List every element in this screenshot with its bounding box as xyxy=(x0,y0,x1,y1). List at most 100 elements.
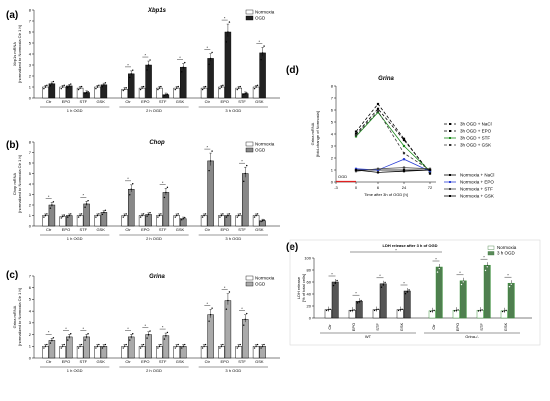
category-label: Ctr xyxy=(125,227,131,232)
data-point xyxy=(208,63,210,66)
data-point xyxy=(238,214,240,217)
data-point xyxy=(139,347,142,349)
data-point xyxy=(479,309,481,312)
significance-star: * xyxy=(83,326,85,331)
data-point xyxy=(104,209,107,212)
bar-3-h-ogd-grina-gsk xyxy=(507,282,515,319)
data-point xyxy=(129,76,131,79)
data-point xyxy=(95,87,97,90)
line-series-normoxia-stf xyxy=(355,167,431,172)
data-point xyxy=(222,84,224,87)
category-label: STF xyxy=(238,99,246,104)
data-point xyxy=(184,343,186,346)
data-point xyxy=(146,337,148,339)
panel-letter-b: (b) xyxy=(6,140,19,151)
category-label: STF xyxy=(80,227,88,232)
data-point xyxy=(408,289,410,291)
y-tick-label: 5 xyxy=(331,119,334,124)
legend-label: 3h OGD + STF xyxy=(460,136,490,141)
y-tick-label: 0 xyxy=(29,223,32,228)
category-label: GSK xyxy=(399,322,404,331)
group-label: Grina-/- xyxy=(465,334,479,339)
significance-star: * xyxy=(162,324,164,329)
category-label: EPO xyxy=(220,359,228,364)
data-point xyxy=(404,293,407,295)
category-label: Ctr xyxy=(46,227,52,232)
data-point xyxy=(101,86,104,88)
data-point xyxy=(253,87,256,90)
data-point xyxy=(68,214,70,217)
data-point xyxy=(182,217,184,220)
data-point xyxy=(142,213,145,215)
category-label: GSK xyxy=(176,227,185,232)
bar-3-h-ogd-grina-epo xyxy=(459,280,467,319)
data-point xyxy=(406,291,408,293)
data-point xyxy=(124,345,126,347)
data-point xyxy=(157,88,159,91)
data-point xyxy=(122,347,124,349)
chart-panel-a: 0 1 2 3 4 5 6 7 8 Xbp1s Xbp1s mRNA [normalized to N… xyxy=(12,7,280,113)
data-point xyxy=(228,213,231,215)
line-marker xyxy=(402,166,406,169)
panel-letter-a: (a) xyxy=(6,10,18,21)
data-point xyxy=(349,310,352,312)
significance-star: * xyxy=(507,273,509,278)
data-point xyxy=(101,213,104,216)
data-point xyxy=(174,347,176,349)
data-point xyxy=(488,262,490,264)
data-point xyxy=(203,87,205,89)
data-point xyxy=(481,309,483,311)
significance-star: * xyxy=(145,52,147,57)
category-label: Ctr xyxy=(205,359,211,364)
category-label: Ctr xyxy=(125,359,131,364)
data-point xyxy=(139,88,142,91)
category-label: EPO xyxy=(220,99,228,104)
data-point xyxy=(238,87,240,89)
data-point xyxy=(182,345,184,347)
data-point xyxy=(51,83,53,85)
data-point xyxy=(377,308,379,310)
data-point xyxy=(165,191,167,194)
category-label: STF xyxy=(80,359,88,364)
data-point xyxy=(332,284,335,287)
legend-label: Normoxia + NaCl xyxy=(460,173,494,178)
significance-star: * xyxy=(241,306,243,311)
category-label: Ctr xyxy=(46,99,52,104)
significance-star: * xyxy=(395,247,397,252)
data-point xyxy=(95,216,97,218)
data-point xyxy=(158,87,161,89)
data-point xyxy=(49,85,52,87)
legend-label: Normoxia + GSK xyxy=(460,194,494,199)
data-point xyxy=(43,87,45,90)
y-tick-label: 2 xyxy=(29,73,32,78)
data-point xyxy=(453,310,456,312)
chart-panel-e: LDH release after 3 h of OGD LDH release[… xyxy=(289,239,541,346)
data-point xyxy=(503,310,505,312)
group-label: 3 h OGD xyxy=(225,108,241,113)
group-label: 1 h OGD xyxy=(67,108,83,113)
category-label: Ctr xyxy=(431,324,436,330)
data-point xyxy=(124,214,126,217)
data-point xyxy=(460,283,463,286)
chart-title: Grina xyxy=(378,76,394,82)
significance-star: * xyxy=(331,271,333,276)
category-label: Ctr xyxy=(205,227,211,232)
data-point xyxy=(477,310,480,312)
y-axis-label: Chop mRNA xyxy=(12,172,17,195)
x-tick-label: 72 xyxy=(428,185,433,190)
legend-label: 3h OGD + EPO xyxy=(460,129,492,134)
data-point xyxy=(98,213,100,215)
group-label: 2 h OGD xyxy=(146,236,162,241)
y-axis-label: [normalized to Normoxia Ctr 1 h] xyxy=(17,288,22,346)
legend-label: Normoxia xyxy=(255,10,275,15)
category-label: GSK xyxy=(176,99,185,104)
data-point xyxy=(255,214,257,217)
category-label: GSK xyxy=(255,227,264,232)
data-point xyxy=(204,213,207,215)
data-point xyxy=(211,150,213,152)
data-point xyxy=(329,308,331,310)
data-point xyxy=(60,217,62,219)
line-marker xyxy=(354,170,358,173)
data-point xyxy=(158,214,161,217)
